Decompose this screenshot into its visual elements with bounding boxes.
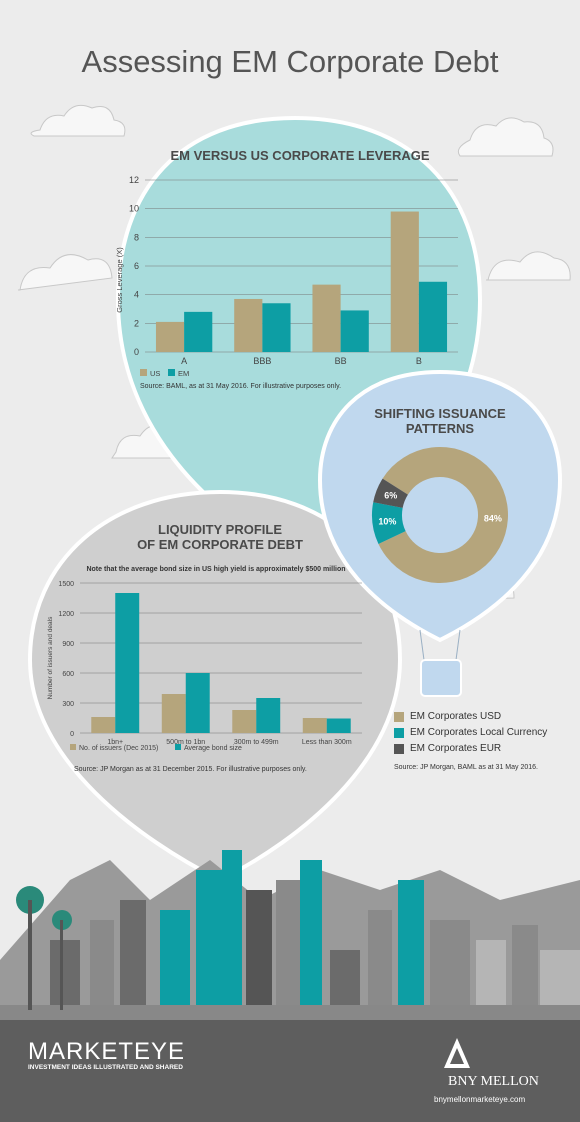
legend-label-bond-size: Average bond size: [184, 745, 242, 752]
x-tick-label: BBB: [253, 356, 271, 366]
legend-swatch-bond-size: [175, 744, 181, 750]
legend-label-usd: EM Corporates USD: [410, 711, 502, 722]
ground: [0, 1005, 580, 1020]
x-tick-label: A: [181, 356, 187, 366]
y-tick-label: 4: [134, 290, 139, 300]
cloud-icon: [30, 104, 126, 137]
legend-swatch-issuers: [70, 744, 76, 750]
donut-slice: [378, 447, 508, 583]
y-tick-label: 1200: [58, 611, 74, 618]
legend-swatch-local: [394, 727, 404, 738]
y-tick-label: 10: [129, 204, 139, 214]
footer: [0, 1020, 580, 1122]
city-skyline: [50, 850, 580, 1020]
leverage-source: Source: BAML, as at 31 May 2016. For ill…: [140, 383, 342, 390]
y-tick-label: 2: [134, 318, 139, 328]
legend-label-eur: EM Corporates EUR: [410, 743, 502, 754]
bar-series-2: [184, 311, 213, 352]
liquidity-chart-title: LIQUIDITY PROFILE OF EM CORPORATE DEBT: [80, 522, 360, 552]
donut-slice: [372, 502, 406, 544]
donut-slice: [373, 478, 408, 508]
issuance-donut-chart: 84% 10% 6%: [372, 447, 508, 583]
bny-mellon-logo-icon: [444, 1038, 470, 1068]
legend-label-us: US: [150, 369, 160, 378]
liquidity-chart: 0 300 600 900 1200 1500 1bn+ 500m to 1bn 300m to…: [47, 581, 362, 752]
leverage-y-axis-label: Gross Leverage (X): [115, 247, 124, 313]
liquidity-note: Note that the average bond size in US hi…: [86, 566, 346, 573]
balloon-basket: [420, 659, 462, 697]
bar-series-1: [312, 284, 341, 352]
y-tick-label: 1500: [58, 581, 74, 588]
palm-trees: [16, 886, 72, 1010]
legend-label-em: EM: [178, 369, 189, 378]
cloud-icon: [457, 117, 554, 157]
x-tick-label: 500m to 1bn: [166, 739, 205, 746]
bar-series-1: [91, 717, 116, 733]
page-title: Assessing EM Corporate Debt: [81, 44, 499, 79]
donut-slice-label: 10%: [378, 517, 396, 527]
bar-series-1: [390, 211, 419, 352]
liquidity-title-line-1: LIQUIDITY PROFILE: [158, 522, 282, 537]
bar-series-1: [302, 718, 327, 733]
y-tick-label: 0: [134, 347, 139, 357]
legend-swatch-usd: [394, 711, 404, 722]
legend-swatch-us: [140, 369, 147, 376]
bny-mellon-name: BNY MELLON: [448, 1074, 539, 1089]
bar-series-2: [340, 310, 369, 352]
y-tick-label: 600: [62, 671, 74, 678]
legend-usd: EM Corporates USD: [394, 711, 501, 722]
issuance-chart-title-text: SHIFTING ISSUANCE PATTERNS: [374, 406, 506, 436]
y-tick-label: 900: [62, 641, 74, 648]
liquidity-y-axis-label: Number of issuers and deals: [47, 616, 54, 699]
bar-series-2: [418, 281, 448, 352]
marketeye-tagline: INVESTMENT IDEAS ILLUSTRATED AND SHARED: [28, 1064, 183, 1071]
legend-label-local: EM Corporates Local Currency: [410, 727, 548, 738]
legend-label-issuers: No. of issuers (Dec 2015): [79, 745, 158, 752]
legend-swatch-em: [168, 369, 175, 376]
x-tick-label: B: [416, 356, 422, 366]
y-tick-label: 12: [129, 175, 139, 185]
liquidity-source: Source: JP Morgan as at 31 December 2015…: [74, 766, 307, 773]
x-tick-label: Less than 300m: [302, 739, 352, 746]
bar-series-2: [326, 718, 351, 733]
leverage-chart-title: EM VERSUS US CORPORATE LEVERAGE: [170, 148, 430, 163]
y-tick-label: 0: [70, 731, 74, 738]
bar-series-1: [155, 321, 185, 352]
bar-series-2: [262, 303, 291, 352]
bar-series-1: [234, 298, 263, 352]
issuance-source: Source: JP Morgan, BAML as at 31 May 201…: [394, 764, 538, 771]
y-tick-label: 6: [134, 261, 139, 271]
y-tick-label: 300: [62, 701, 74, 708]
bar-series-2: [115, 593, 140, 733]
website-link[interactable]: bnymellonmarketeye.com: [434, 1095, 526, 1104]
bar-series-2: [256, 698, 281, 733]
bar-series-1: [232, 710, 257, 733]
liquidity-title-line-2: OF EM CORPORATE DEBT: [137, 537, 303, 552]
donut-slice-label: 84%: [484, 513, 502, 523]
x-tick-label: BB: [335, 356, 347, 366]
marketeye-logo: MARKETEYE: [28, 1038, 186, 1065]
cloud-icon: [486, 251, 571, 281]
donut-slice-label: 6%: [384, 490, 397, 500]
cloud-icon: [17, 254, 113, 291]
balloon-issuance: [317, 369, 563, 643]
legend-swatch-eur: [394, 743, 404, 754]
bar-series-2: [185, 673, 210, 733]
legend-local: EM Corporates Local Currency: [394, 727, 547, 738]
x-tick-label: 1bn+: [107, 739, 123, 746]
issuance-chart-title: SHIFTING ISSUANCE PATTERNS: [340, 406, 540, 436]
legend-eur: EM Corporates EUR: [394, 743, 501, 754]
background-scenery: [0, 104, 580, 1020]
bar-series-1: [161, 694, 186, 733]
y-tick-label: 8: [134, 232, 139, 242]
x-tick-label: 300m to 499m: [234, 739, 279, 746]
